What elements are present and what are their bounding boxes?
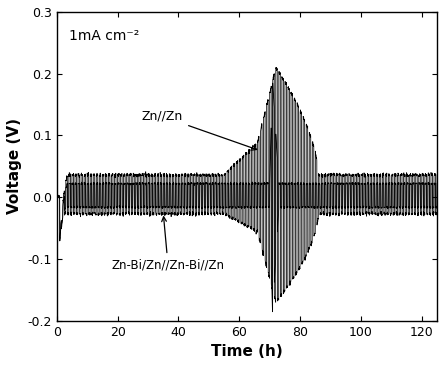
Y-axis label: Voltage (V): Voltage (V) <box>7 118 22 214</box>
Text: Zn//Zn: Zn//Zn <box>142 110 257 150</box>
Text: Zn-Bi/Zn//Zn-Bi//Zn: Zn-Bi/Zn//Zn-Bi//Zn <box>111 217 225 271</box>
X-axis label: Time (h): Time (h) <box>211 344 283 359</box>
Text: 1mA cm⁻²: 1mA cm⁻² <box>69 29 139 43</box>
